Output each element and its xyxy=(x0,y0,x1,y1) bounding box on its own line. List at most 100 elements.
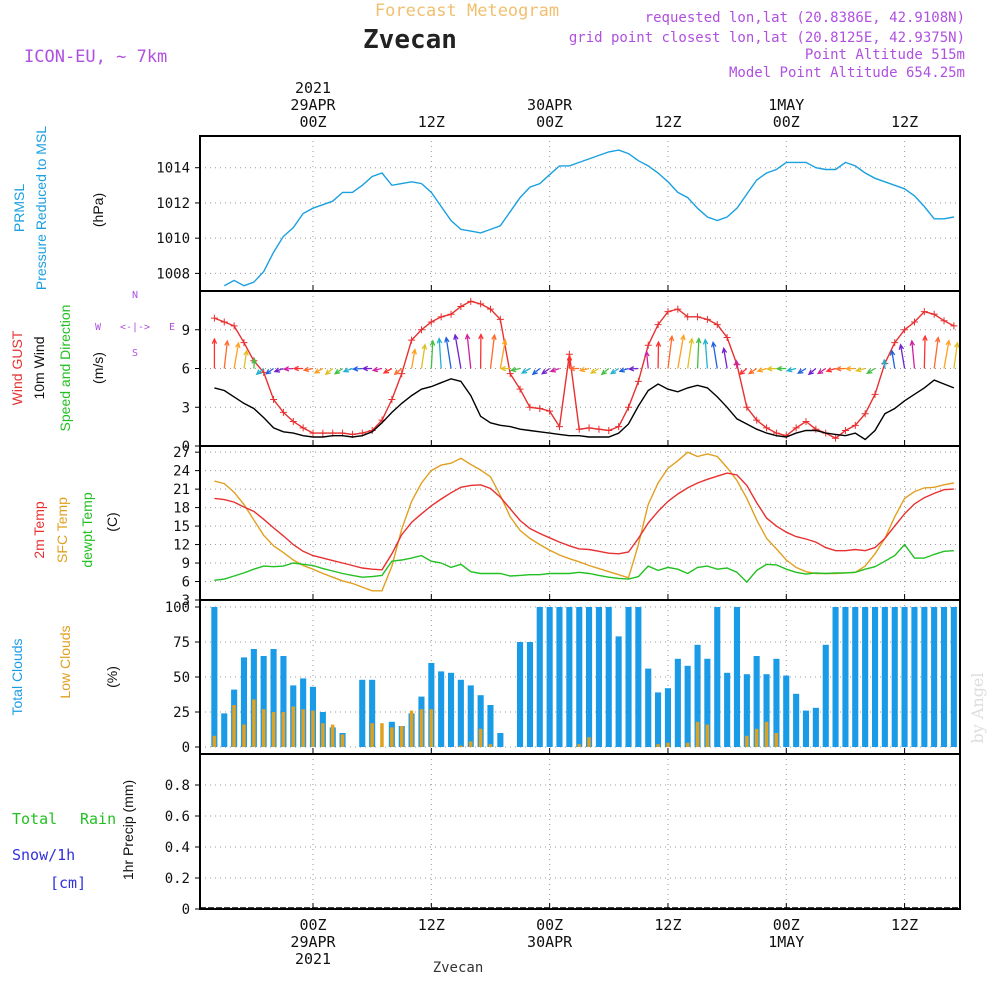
clouds-unit: (%) xyxy=(104,666,120,688)
gust-marker xyxy=(575,425,583,433)
temp-label-sfc: SFC Temp xyxy=(54,497,70,563)
low-cloud-bar xyxy=(321,723,325,747)
wind-arrow-head xyxy=(499,365,507,372)
total-cloud-bar xyxy=(566,607,573,747)
wind-direction-arrow xyxy=(645,351,649,369)
gust-marker xyxy=(861,410,869,418)
panel-frame-pressure xyxy=(199,135,961,292)
y-tick-label-clouds: 25 xyxy=(173,705,190,721)
gust-marker xyxy=(546,407,554,415)
low-cloud-bar xyxy=(764,721,769,747)
wind-arrow-head xyxy=(797,368,804,374)
compass-w: W xyxy=(95,322,102,333)
low-cloud-bar xyxy=(774,733,779,747)
frame-layer: 1008101010121014036936912151821242702550… xyxy=(156,79,961,968)
wind-arrow-head xyxy=(600,369,607,376)
t2m-line xyxy=(214,472,954,571)
wind-arrow-head xyxy=(627,366,635,372)
wind-direction-arrow xyxy=(243,350,248,369)
wind-arrow-head xyxy=(382,368,390,374)
gust-marker xyxy=(871,390,879,398)
total-cloud-bar xyxy=(763,674,770,747)
temperature-side-label: 2m Temp SFC Temp dewpt Temp (C) xyxy=(31,492,120,567)
wind-arrow-head xyxy=(411,348,417,355)
gust-marker xyxy=(634,377,642,385)
gust-marker xyxy=(447,310,455,318)
low-cloud-bar xyxy=(685,742,690,747)
data-layer xyxy=(200,149,960,909)
wind-arrow-head xyxy=(866,368,873,374)
wind-direction-arrow xyxy=(521,367,531,374)
wind-direction-arrow xyxy=(550,367,560,372)
low-cloud-bar xyxy=(666,742,670,747)
low-cloud-bar xyxy=(429,709,433,747)
wind-arrow-head xyxy=(844,365,852,372)
time-label-bottom: 2021 xyxy=(295,950,331,968)
compass-arrows: <-|-> xyxy=(120,322,150,333)
wind-arrow-head xyxy=(453,333,459,340)
gust-marker xyxy=(526,403,534,411)
wind-arrow-head xyxy=(721,346,728,354)
wind-arrow-head xyxy=(954,341,960,348)
total-cloud-bar xyxy=(438,671,445,747)
wind-arrow-head xyxy=(756,367,764,373)
wind-direction-arrow xyxy=(601,368,610,375)
wind-direction-arrow xyxy=(394,367,403,375)
wind-direction-arrow xyxy=(430,340,434,369)
wind-arrow-head xyxy=(566,354,573,361)
wind-direction-arrow xyxy=(619,367,629,372)
gust-marker xyxy=(289,417,297,425)
wind-direction-arrow xyxy=(856,367,866,372)
y-tick-label-precip: 0.6 xyxy=(165,809,190,825)
y-tick-label-temperature: 9 xyxy=(182,556,190,572)
wind-direction-arrow xyxy=(489,335,496,369)
location-title: Zvecan xyxy=(363,25,457,55)
total-cloud-bar xyxy=(497,733,504,747)
wind-direction-arrow xyxy=(253,358,256,369)
time-label-bottom: 29APR xyxy=(290,933,336,951)
wind-arrow-head xyxy=(444,336,450,343)
total-cloud-bar xyxy=(714,607,721,747)
gust-marker xyxy=(477,300,485,308)
gust-line xyxy=(214,300,955,440)
total-cloud-bar xyxy=(822,644,829,747)
total-cloud-bar xyxy=(576,607,583,747)
point-altitude: Point Altitude 515m xyxy=(805,47,965,63)
wind-arrow-head xyxy=(421,343,428,350)
gust-marker xyxy=(270,396,278,403)
y-tick-label-temperature: 18 xyxy=(173,501,190,517)
wind-arrow-head xyxy=(680,333,686,341)
low-cloud-bar xyxy=(330,724,335,747)
y-tick-label-precip: 0 xyxy=(182,902,190,918)
gust-marker xyxy=(240,339,248,347)
time-label-bottom: 30APR xyxy=(527,933,573,951)
total-cloud-bar xyxy=(664,688,671,747)
time-label-bottom: 00Z xyxy=(299,916,326,934)
wind-label-gust: Wind GUST xyxy=(9,330,25,405)
total-cloud-bar xyxy=(802,710,809,747)
wind-direction-arrow xyxy=(748,367,758,375)
y-tick-label-temperature: 21 xyxy=(173,482,190,498)
y-tick-label-clouds: 75 xyxy=(173,635,190,651)
wind-direction-arrow xyxy=(373,367,383,372)
wind-compass: N W <-|-> E S xyxy=(95,290,175,359)
wind-direction-arrow xyxy=(454,334,462,369)
y-tick-label-temperature: 12 xyxy=(173,538,190,554)
wind-arrow-head xyxy=(702,338,709,345)
total-cloud-bar xyxy=(812,707,819,747)
low-cloud-bar xyxy=(242,724,246,747)
precip-axis-label: 1hr Precip (mm) xyxy=(120,780,136,880)
gust-marker xyxy=(802,417,810,425)
y-tick-label-clouds: 50 xyxy=(173,670,190,686)
wind-arrow-head xyxy=(834,365,842,372)
wind-arrow-head xyxy=(282,366,290,372)
wind-arrow-head xyxy=(334,369,341,375)
total-cloud-bar xyxy=(467,685,474,747)
low-cloud-bar xyxy=(745,735,749,747)
wind-direction-arrow xyxy=(787,367,797,372)
wind-unit: (m/s) xyxy=(90,352,106,384)
wind-direction-arrow xyxy=(353,367,363,370)
y-tick-label-precip: 0.8 xyxy=(165,778,190,794)
time-label-bottom: 00Z xyxy=(773,916,800,934)
